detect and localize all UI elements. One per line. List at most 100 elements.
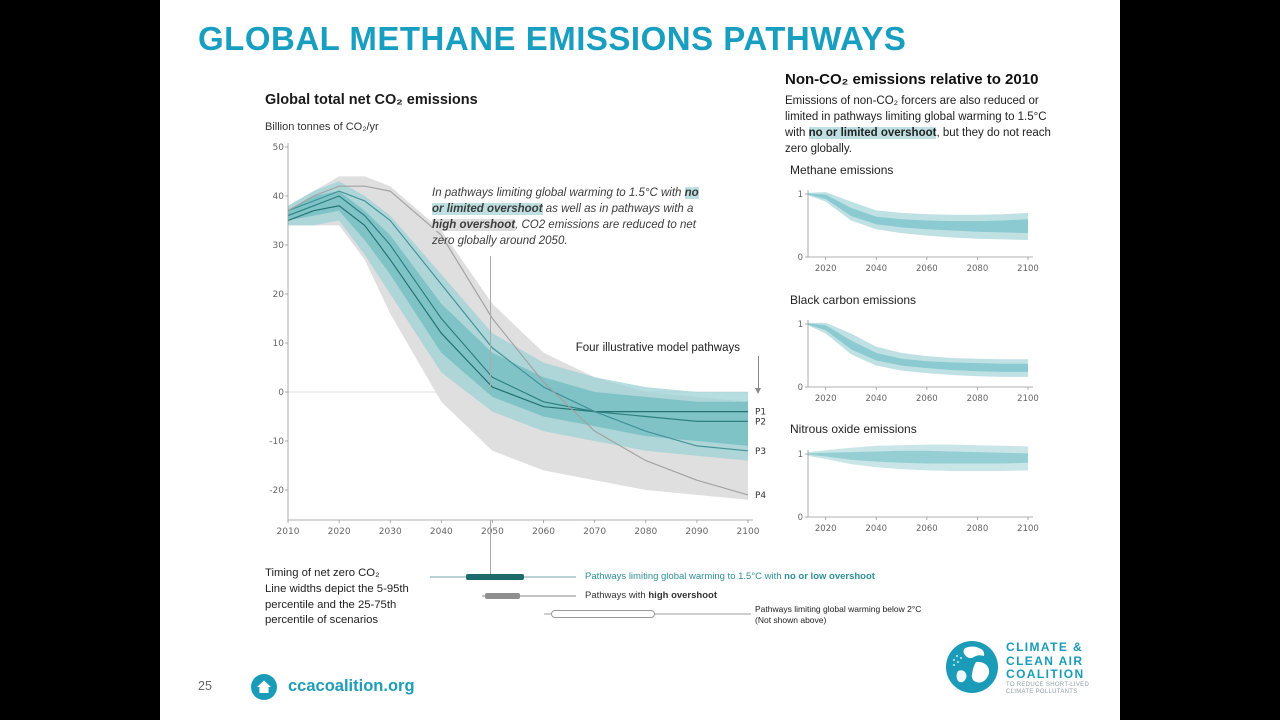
logo-line: CLEAN AIR: [1006, 653, 1084, 668]
home-icon: [251, 674, 277, 700]
right-panel-heading: Non-CO₂ emissions relative to 2010: [785, 71, 1039, 88]
legend-text-bold: no or low overshoot: [784, 571, 875, 582]
annotation-highlight-high-overshoot: high overshoot: [432, 218, 516, 231]
svg-text:2040: 2040: [865, 394, 887, 404]
net-zero-marker-line: [490, 520, 491, 574]
ccacoalition-link[interactable]: ccacoalition.org: [251, 672, 551, 702]
methane-chart: 0 1 2020 2040 2060 2080 2100: [798, 190, 1039, 274]
methane-chart-label: Methane emissions: [790, 163, 894, 177]
legend-swatch-outline-box: [551, 609, 655, 618]
svg-text:2020: 2020: [328, 527, 351, 537]
legend-text-bold: high overshoot: [648, 590, 717, 601]
annotation-text: In pathways limiting global warming to 1…: [432, 187, 685, 199]
legend-text: Pathways limiting global warming to 1.5°…: [585, 571, 785, 582]
svg-text:0: 0: [798, 253, 803, 263]
svg-text:40: 40: [273, 192, 285, 202]
svg-text:1: 1: [798, 450, 803, 460]
svg-text:2020: 2020: [815, 524, 837, 534]
svg-text:2100: 2100: [737, 527, 760, 537]
svg-text:2040: 2040: [865, 264, 887, 274]
legend-note-line: percentile of scenarios: [265, 614, 379, 627]
svg-text:30: 30: [273, 241, 285, 251]
svg-text:2010: 2010: [277, 527, 300, 537]
black-carbon-chart: 0 1 2020 2040 2060 2080 2100: [798, 320, 1039, 404]
svg-text:10: 10: [273, 339, 285, 349]
svg-text:2030: 2030: [379, 527, 402, 537]
logo-tagline: TO REDUCE SHORT-LIVED: [1006, 681, 1090, 688]
page-title: GLOBAL METHANE EMISSIONS PATHWAYS: [198, 20, 907, 57]
body-text: , but they do not reach zero globally.: [785, 126, 1051, 155]
body-highlight-no-overshoot: no or limited overshoot: [808, 126, 937, 139]
nitrous-oxide-chart-label: Nitrous oxide emissions: [790, 422, 917, 436]
black-carbon-chart-label: Black carbon emissions: [790, 293, 917, 307]
svg-text:2050: 2050: [481, 527, 504, 537]
slide: GLOBAL METHANE EMISSIONS PATHWAYS Global…: [160, 0, 1120, 720]
right-panel-body: Emissions of non-CO₂ forcers are also re…: [785, 94, 1055, 157]
svg-text:0: 0: [798, 383, 803, 393]
legend-swatch-thick-grey: [485, 593, 520, 599]
svg-text:2100: 2100: [1017, 524, 1039, 534]
svg-text:2080: 2080: [967, 394, 989, 404]
svg-text:1: 1: [798, 190, 803, 200]
legend-note-line: Line widths depict the 5-95th: [265, 582, 409, 595]
svg-text:2040: 2040: [865, 524, 887, 534]
svg-text:2060: 2060: [916, 264, 938, 274]
svg-text:-20: -20: [269, 486, 284, 496]
nitrous-oxide-chart: 0 1 2020 2040 2060 2080 2100: [798, 444, 1039, 534]
chart-annotation: In pathways limiting global warming to 1…: [432, 186, 708, 249]
legend-label-below-2c: Pathways limiting global warming below 2…: [755, 604, 921, 626]
legend-swatch-high-overshoot: [482, 593, 576, 599]
svg-text:2060: 2060: [532, 527, 555, 537]
arrow-line: [758, 356, 759, 388]
svg-text:2100: 2100: [1017, 394, 1039, 404]
svg-text:2020: 2020: [815, 264, 837, 274]
legend-label-1p5c: Pathways limiting global warming to 1.5°…: [585, 571, 875, 582]
logo-tagline: CLIMATE POLLUTANTS: [1006, 688, 1078, 695]
svg-text:1: 1: [798, 320, 803, 330]
pathways-callout-label: Four illustrative model pathways: [575, 342, 740, 354]
svg-text:50: 50: [273, 143, 285, 153]
globe-icon: [946, 641, 998, 693]
svg-text:2040: 2040: [430, 527, 453, 537]
svg-text:2060: 2060: [916, 394, 938, 404]
annotation-text: , CO2 emissions are reduced to net zero …: [432, 218, 696, 247]
logo-line: COALITION: [1006, 667, 1085, 681]
down-arrow-icon: [755, 356, 762, 394]
net-zero-marker-line: [490, 256, 491, 390]
page-number: 25: [198, 679, 212, 693]
svg-text:P2: P2: [755, 417, 766, 427]
annotation-text: as well as in pathways with a: [542, 202, 694, 215]
svg-text:2080: 2080: [634, 527, 657, 537]
ccacoalition-link-text: ccacoalition.org: [288, 677, 415, 695]
legend-note-line: Timing of net zero CO₂: [265, 567, 380, 579]
legend-swatch-1p5c: [430, 574, 576, 580]
main-chart-unit-label: Billion tonnes of CO₂/yr: [265, 121, 379, 133]
ccac-logo-text: CLIMATE & CLEAN AIR COALITION TO REDUCE …: [1006, 640, 1090, 696]
legend-text: (Not shown above): [755, 615, 827, 626]
svg-text:20: 20: [273, 290, 285, 300]
body-text: Emissions of non-CO₂ forcers are also re…: [785, 95, 1047, 139]
ccac-logo: CLIMATE & CLEAN AIR COALITION TO REDUCE …: [945, 638, 1115, 698]
legend-note-line: percentile and the 25-75th: [265, 598, 397, 611]
legend-label-high-overshoot: Pathways with high overshoot: [585, 590, 717, 601]
legend-swatch-thick-teal: [466, 574, 524, 580]
legend-text: Pathways with: [585, 590, 649, 601]
main-chart-title: Global total net CO₂ emissions: [265, 92, 478, 108]
svg-text:0: 0: [278, 388, 284, 398]
logo-line: CLIMATE &: [1006, 640, 1084, 654]
svg-text:0: 0: [798, 513, 803, 523]
svg-text:P1: P1: [755, 408, 766, 418]
legend-text: Pathways limiting global warming below 2…: [755, 604, 922, 614]
svg-text:2100: 2100: [1017, 264, 1039, 274]
legend-swatch-below-2c: [544, 609, 751, 618]
svg-text:2080: 2080: [967, 264, 989, 274]
svg-text:2070: 2070: [583, 527, 606, 537]
svg-text:2060: 2060: [916, 524, 938, 534]
svg-text:-10: -10: [269, 437, 284, 447]
svg-text:2090: 2090: [685, 527, 708, 537]
legend-note: Timing of net zero CO₂ Line widths depic…: [265, 566, 409, 629]
svg-text:2020: 2020: [815, 394, 837, 404]
svg-text:P3: P3: [755, 447, 766, 457]
svg-text:2080: 2080: [967, 524, 989, 534]
